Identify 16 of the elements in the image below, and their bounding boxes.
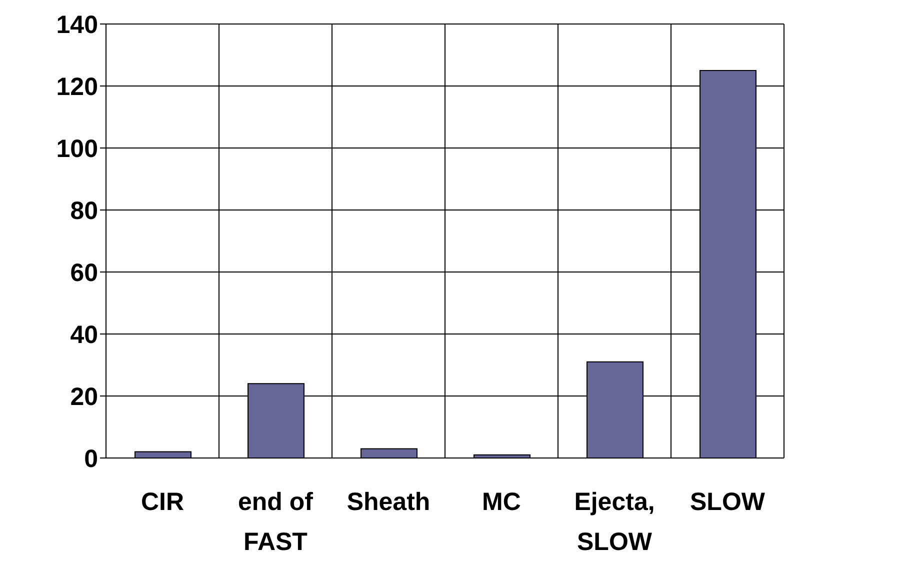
x-tick-label: SLOW: [690, 488, 766, 516]
y-tick-label: 0: [84, 444, 98, 473]
y-tick-label: 100: [56, 134, 98, 163]
y-tick-label: 80: [70, 196, 98, 225]
y-tick-label: 120: [56, 72, 98, 101]
bar: [360, 448, 418, 458]
bar: [134, 451, 192, 458]
y-tick-label: 20: [70, 382, 98, 411]
x-tick-label: CIR: [140, 488, 184, 516]
y-tick-label: 60: [70, 258, 98, 287]
x-tick-label: end of FAST: [238, 488, 314, 556]
x-tick-label: MC: [482, 488, 521, 516]
y-tick-label: 40: [70, 320, 98, 349]
y-tick-label: 140: [56, 10, 98, 39]
x-tick-label: Sheath: [346, 488, 430, 516]
x-tick-label: Ejecta, SLOW: [574, 488, 655, 556]
